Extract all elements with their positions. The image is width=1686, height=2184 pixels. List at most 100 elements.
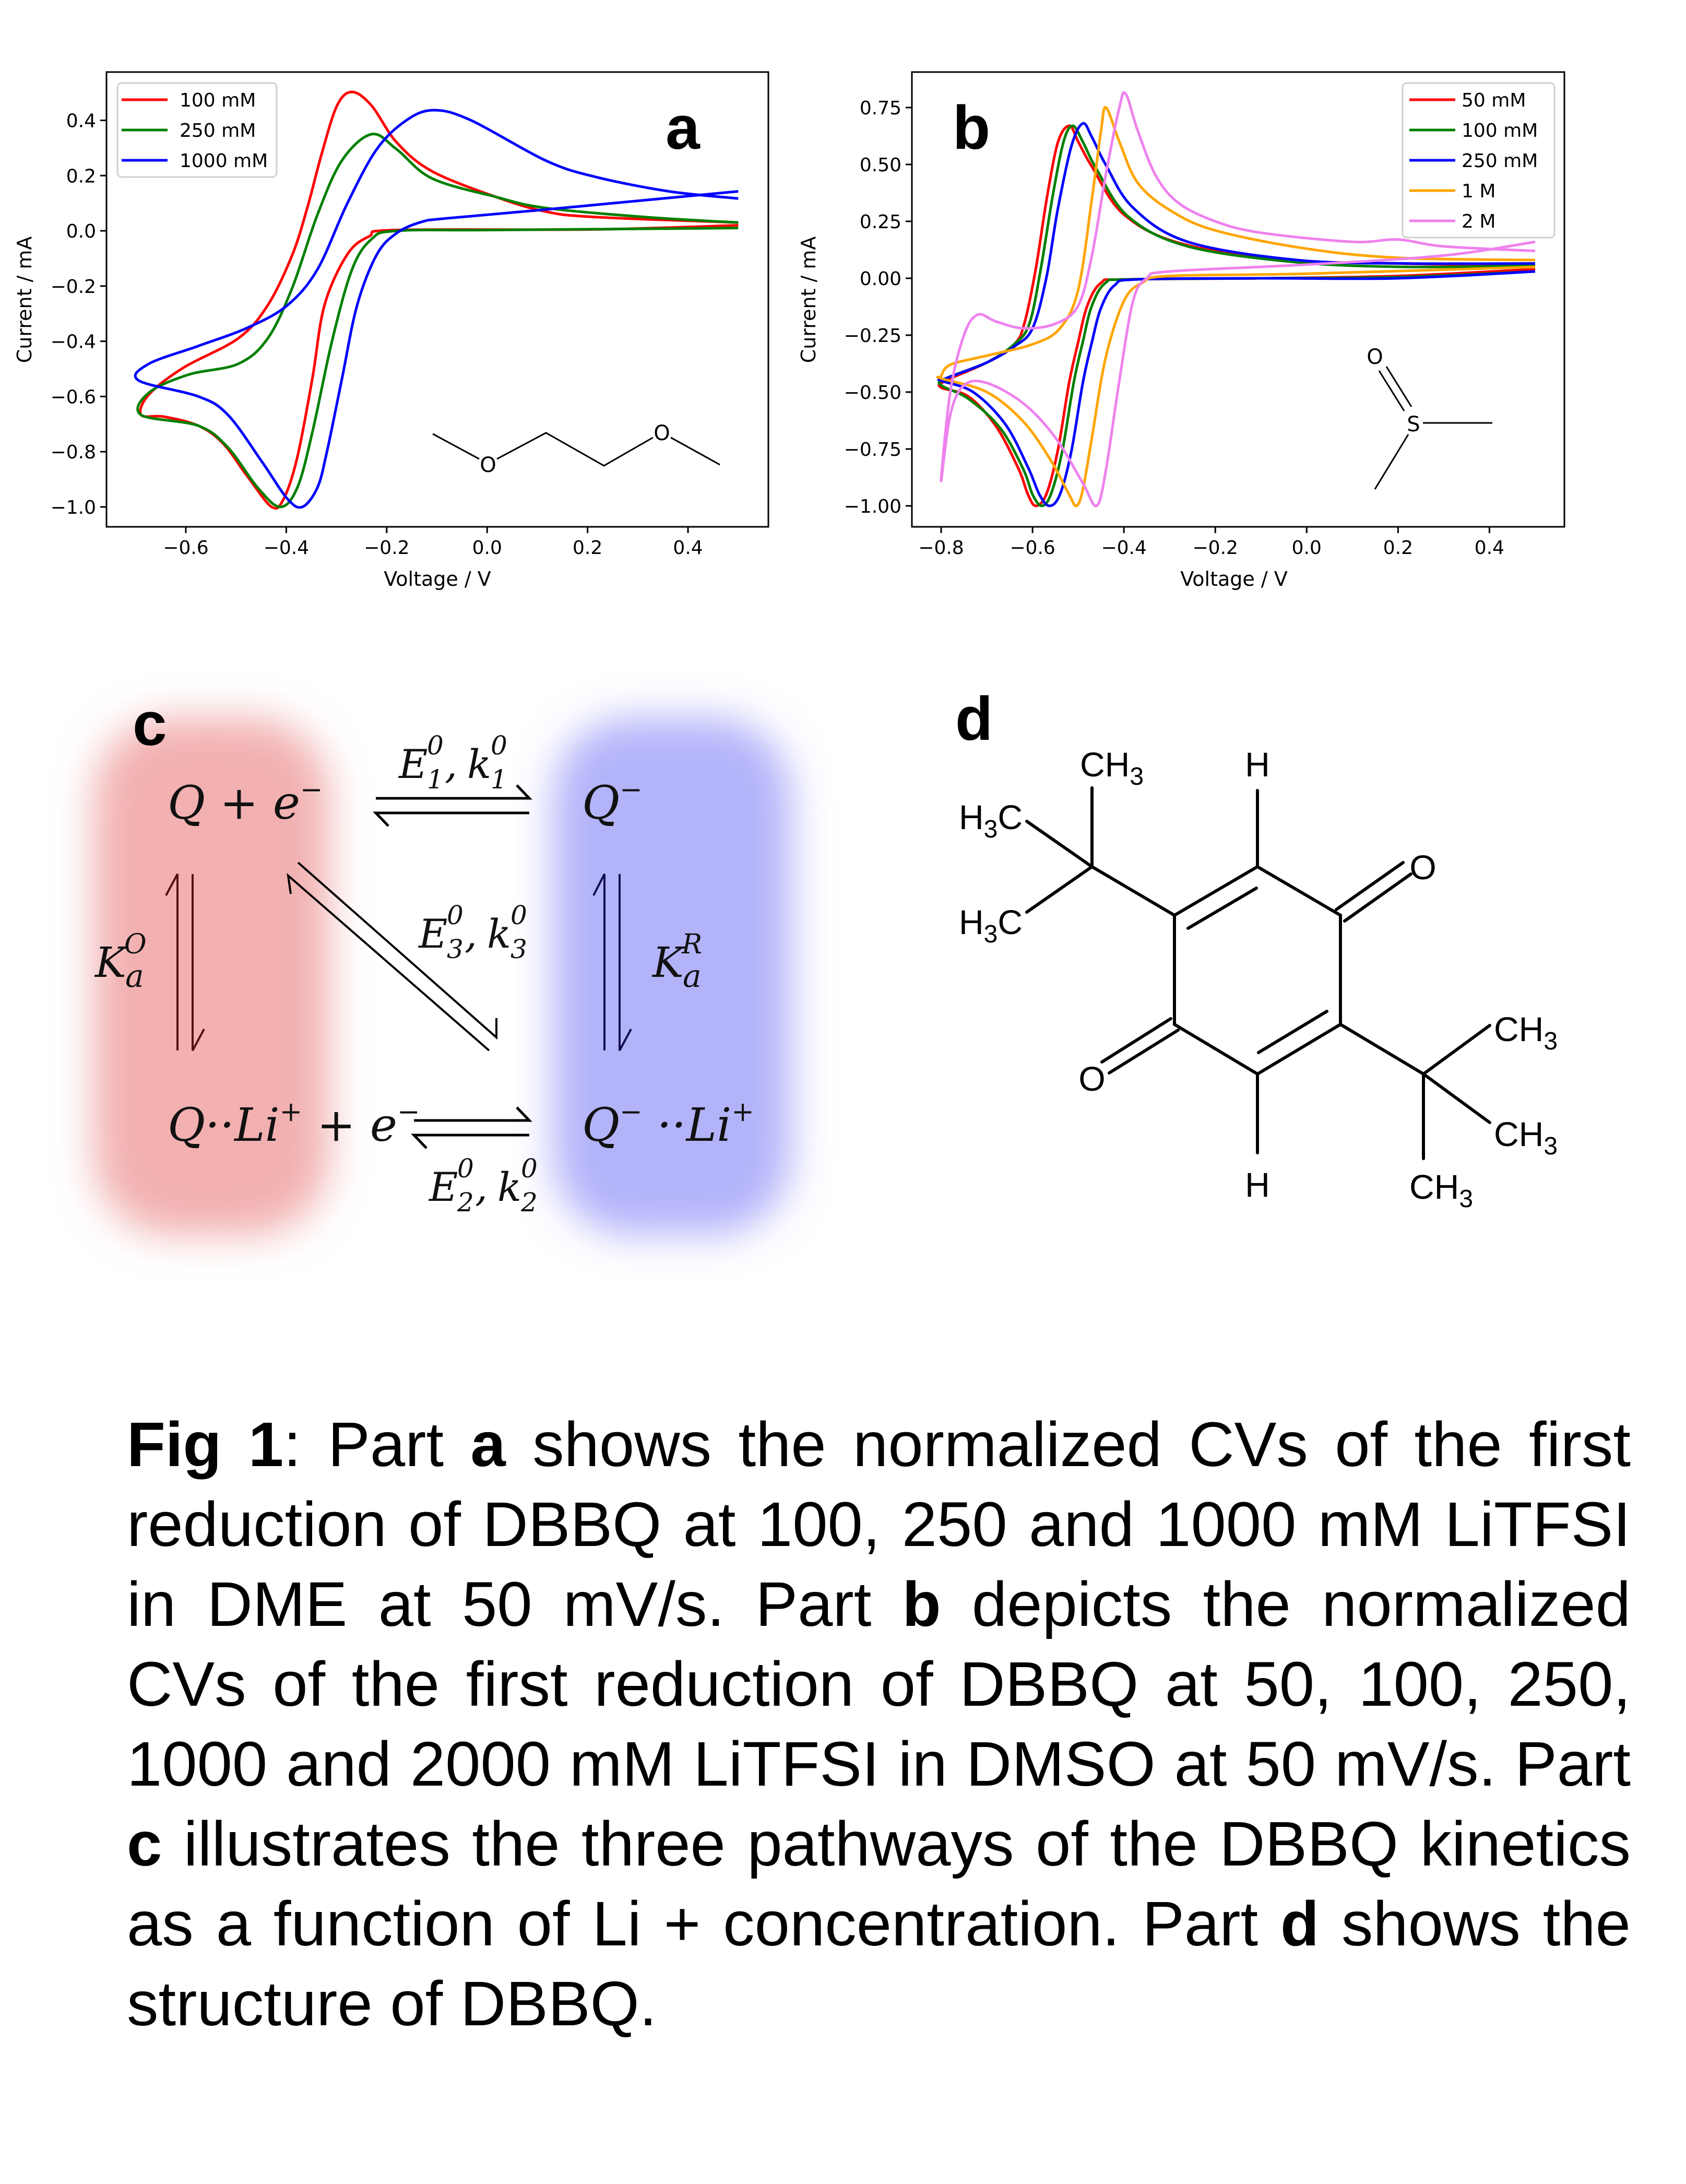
panel-b-label: b bbox=[953, 93, 990, 162]
cv-curve-1-m bbox=[936, 106, 1536, 507]
legend-label: 250 mM bbox=[1462, 150, 1538, 172]
svg-text:2: 2 bbox=[457, 1187, 474, 1218]
panel-b-legend: 50 mM 100 mM 250 mM 1 M 2 M bbox=[1402, 82, 1556, 239]
legend-label: 250 mM bbox=[180, 120, 256, 141]
equilibrium-arrow-right bbox=[592, 873, 632, 1051]
y-tick-label: −0.75 bbox=[844, 439, 901, 461]
svg-text:0: 0 bbox=[510, 900, 527, 930]
panel-a-chart: −0.6 −0.4 −0.2 0.0 0.2 0.4 0.4 0.2 0.0 −0.2 −0.4 −0… bbox=[13, 71, 769, 591]
atom-ch3-bottom: CH3 bbox=[1409, 1167, 1473, 1213]
panel-b-x-axis-label: Voltage / V bbox=[1180, 568, 1288, 591]
figure-caption: Fig 1: Part a shows the normalized CVs o… bbox=[127, 1404, 1631, 2044]
legend-box bbox=[116, 82, 278, 178]
panel-b-y-axis-label: Current / mA bbox=[797, 237, 820, 363]
x-tick-label: −0.6 bbox=[163, 537, 208, 559]
svg-text:E: E bbox=[418, 911, 447, 957]
caption-text: : Part bbox=[283, 1409, 471, 1480]
y-tick-label: −1.00 bbox=[844, 496, 901, 517]
pathway-3-label: E 0 3 , k 0 3 bbox=[418, 900, 527, 964]
x-tick-label: −0.6 bbox=[1010, 537, 1055, 559]
y-tick-label: −0.6 bbox=[51, 386, 96, 408]
caption-figure-number: Fig 1 bbox=[127, 1409, 284, 1480]
equilibrium-arrow-diagonal bbox=[287, 861, 497, 1052]
x-tick-label: 0.4 bbox=[1475, 537, 1504, 559]
legend-label: 100 mM bbox=[1462, 120, 1538, 141]
panel-b-axes-frame bbox=[911, 71, 1565, 528]
x-tick-label: 0.4 bbox=[673, 537, 703, 559]
atom-o-right: O bbox=[1409, 848, 1436, 887]
y-tick-label: 0.2 bbox=[66, 166, 96, 187]
caption-text: illustrates the three pathways of the DB… bbox=[127, 1808, 1631, 1959]
svg-text:,: , bbox=[465, 911, 477, 957]
svg-text:a: a bbox=[125, 958, 144, 995]
panel-b-ticks: −0.8 −0.6 −0.4 −0.2 0.0 0.2 0.4 0.75 0.50 0.25 0.0… bbox=[844, 98, 1504, 559]
legend-label: 2 M bbox=[1462, 211, 1495, 232]
oxidized-band bbox=[94, 718, 329, 1235]
svg-text:E: E bbox=[428, 1164, 458, 1210]
panel-a-ticks: −0.6 −0.4 −0.2 0.0 0.2 0.4 0.4 0.2 0.0 −0.2 −0.4 −0… bbox=[51, 111, 703, 559]
dme-oxygen-2: O bbox=[654, 421, 670, 445]
atom-h3c-upper: H3C bbox=[959, 798, 1023, 843]
atom-h3c-lower: H3C bbox=[959, 903, 1023, 948]
x-tick-label: −0.8 bbox=[918, 537, 964, 559]
atom-o-left: O bbox=[1078, 1059, 1105, 1098]
atom-ch3-top: CH3 bbox=[1080, 745, 1144, 790]
x-tick-label: −0.2 bbox=[1193, 537, 1238, 559]
ka-reduced-label: K R a bbox=[651, 929, 702, 995]
legend-box bbox=[1402, 82, 1556, 239]
x-tick-label: 0.0 bbox=[472, 537, 502, 559]
atom-ch3-right-upper: CH3 bbox=[1494, 1010, 1558, 1055]
svg-text:1: 1 bbox=[427, 764, 444, 795]
cv-curve-100-mm bbox=[937, 124, 1536, 507]
svg-text:0: 0 bbox=[427, 730, 444, 761]
equilibrium-arrow-left bbox=[165, 873, 205, 1051]
reaction-scheme: c Q + e− Q− Q··Li+ + e− Q− ··Li+ E 0 1 ,… bbox=[94, 690, 791, 1235]
panel-d-label: d bbox=[955, 684, 993, 753]
y-tick-label: 0.00 bbox=[860, 268, 901, 290]
x-tick-label: 0.2 bbox=[1383, 537, 1413, 559]
svg-text:0: 0 bbox=[447, 900, 464, 930]
svg-text:k: k bbox=[467, 741, 491, 787]
y-tick-label: −0.8 bbox=[51, 442, 96, 463]
cv-curve-250-mm bbox=[937, 122, 1536, 507]
panel-b-curves bbox=[936, 91, 1536, 507]
y-tick-label: −1.0 bbox=[51, 497, 96, 518]
svg-text:k: k bbox=[487, 911, 511, 957]
legend-label: 50 mM bbox=[1462, 90, 1526, 111]
x-tick-label: −0.4 bbox=[264, 537, 309, 559]
y-tick-label: −0.4 bbox=[51, 332, 96, 353]
caption-text: shows the normalized CVs of the first re… bbox=[127, 1409, 1631, 1639]
panel-a-axes-frame bbox=[105, 71, 769, 528]
dme-molecule bbox=[432, 432, 720, 467]
dmso-molecule bbox=[1374, 366, 1492, 490]
atom-h-bottom: H bbox=[1245, 1165, 1270, 1204]
legend-label: 100 mM bbox=[180, 90, 256, 111]
svg-text:,: , bbox=[445, 741, 457, 787]
legend-label: 1000 mM bbox=[180, 150, 268, 172]
panel-a-curves bbox=[134, 90, 739, 510]
dbbq-bonds bbox=[1025, 786, 1491, 1160]
caption-text: shows the structure of DBBQ. bbox=[127, 1888, 1631, 2039]
svg-text:1: 1 bbox=[491, 764, 507, 795]
y-tick-label: −0.2 bbox=[51, 276, 96, 298]
legend-label: 1 M bbox=[1462, 181, 1495, 202]
atom-ch3-right-lower: CH3 bbox=[1494, 1115, 1558, 1160]
caption-part-d: d bbox=[1280, 1888, 1319, 1959]
x-tick-label: 0.2 bbox=[573, 537, 602, 559]
y-tick-label: 0.4 bbox=[66, 111, 96, 132]
dbbq-structure: d CH3 H H3C H3C O O CH3 CH3 CH3 H bbox=[955, 684, 1558, 1213]
svg-text:O: O bbox=[124, 929, 147, 960]
species-quinone-li-complex: Q··Li+ + e− bbox=[168, 1096, 420, 1152]
species-radical-anion: Q− bbox=[582, 774, 643, 830]
dmso-sulfur: S bbox=[1407, 412, 1420, 436]
reduced-band bbox=[553, 718, 791, 1235]
svg-text:0: 0 bbox=[521, 1153, 538, 1184]
x-tick-label: −0.2 bbox=[364, 537, 409, 559]
species-radical-anion-li-complex: Q− ··Li+ bbox=[582, 1096, 754, 1152]
panel-a-x-axis-label: Voltage / V bbox=[384, 568, 491, 591]
cv-curve-250-mm bbox=[136, 133, 739, 509]
svg-text:a: a bbox=[683, 958, 702, 995]
svg-text:0: 0 bbox=[491, 730, 507, 761]
caption-text: depicts the normalized CVs of the first … bbox=[127, 1568, 1631, 1799]
figure: −0.6 −0.4 −0.2 0.0 0.2 0.40.40.20.0−0.2−0.4−0… bbox=[13, 71, 1565, 1235]
